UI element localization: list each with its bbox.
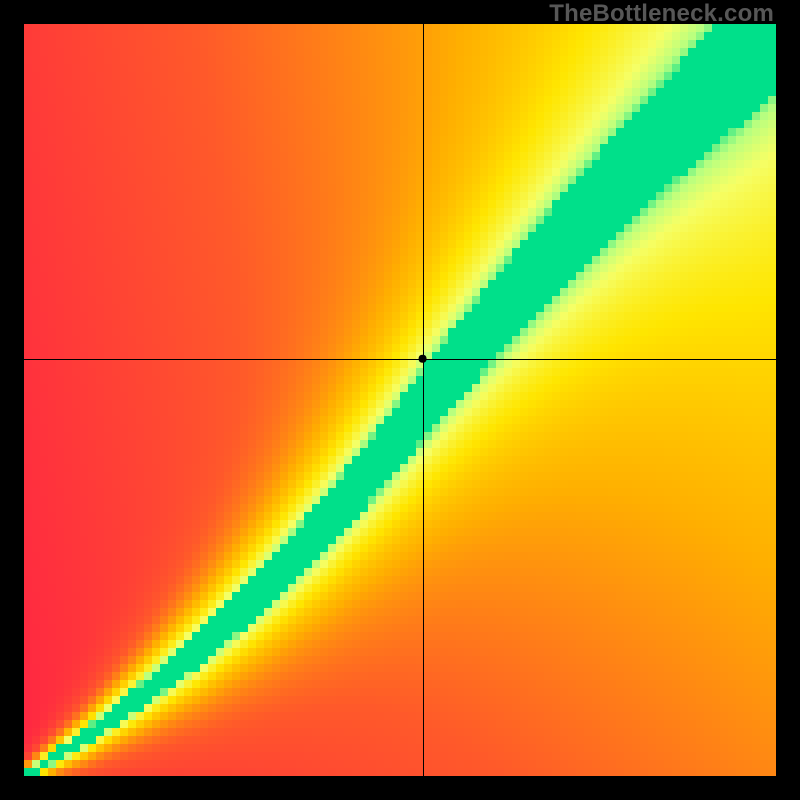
bottleneck-heatmap xyxy=(0,0,800,800)
chart-container: TheBottleneck.com xyxy=(0,0,800,800)
watermark-label: TheBottleneck.com xyxy=(549,0,774,28)
